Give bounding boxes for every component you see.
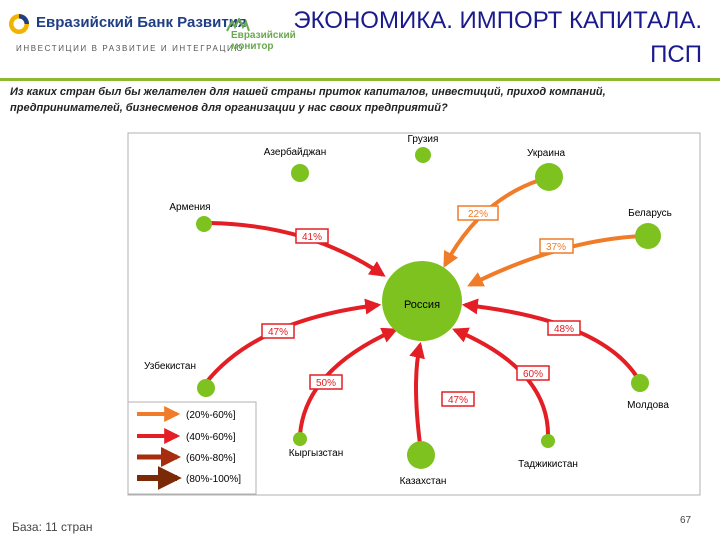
page-number: 67 (680, 515, 692, 526)
country-node-ukraine (535, 163, 563, 191)
country-label-kyrgyzstan: Кыргызстан (289, 448, 343, 459)
title-line2: ПСП (650, 41, 702, 68)
title-line1: ЭКОНОМИКА. ИМПОРТ КАПИТАЛА. (293, 7, 702, 34)
bank-logo-icon (9, 14, 29, 34)
value-box-tajikistan (516, 365, 550, 381)
value-box-uzbekistan (261, 323, 295, 339)
flow-arrow-tajikistan (452, 327, 551, 439)
bank-name: Евразийский Банк Развития (36, 14, 247, 31)
legend-label-4: (80%-100%] (186, 474, 241, 485)
monitor-line2: монитор (231, 41, 274, 52)
value-box-ukraine (457, 205, 499, 221)
bank-tagline: ИНВЕСТИЦИИ В РАЗВИТИЕ И ИНТЕГРАЦИЮ (16, 44, 245, 53)
monitor-line1: Евразийский (231, 30, 296, 41)
country-node-belarus (635, 223, 661, 249)
value-box-moldova (547, 320, 581, 336)
country-node-tajikistan (541, 434, 555, 448)
legend-label-3: (60%-80%] (186, 453, 236, 464)
monitor-logo-icon (226, 18, 250, 32)
country-node-georgia (415, 147, 431, 163)
flow-arrow-ukraine (443, 178, 541, 268)
survey-question: Из каких стран был бы желателен для наше… (10, 86, 606, 114)
legend-label-1: (20%-60%] (186, 410, 236, 421)
country-node-armenia (196, 216, 212, 232)
country-label-tajikistan: Таджикистан (518, 459, 578, 470)
value-label-kazakhstan: 47% (448, 395, 468, 406)
flow-arrow-kazakhstan (409, 341, 425, 445)
page-title: ЭКОНОМИКА. ИМПОРТ КАПИТАЛА. ПСП (293, 4, 702, 72)
center-node-label: Россия (404, 299, 440, 311)
value-box-kyrgyzstan (309, 374, 343, 390)
value-label-moldova: 48% (554, 324, 574, 335)
country-label-belarus: Беларусь (628, 208, 672, 219)
header-divider (0, 78, 720, 81)
value-box-belarus (539, 238, 574, 254)
value-label-tajikistan: 60% (523, 369, 543, 380)
legend-label-2: (40%-60%] (186, 432, 236, 443)
value-label-ukraine: 22% (468, 209, 488, 220)
header: Евразийский Банк Развития ИНВЕСТИЦИИ В Р… (0, 0, 720, 78)
country-label-georgia: Грузия (408, 134, 439, 145)
country-label-kazakhstan: Казахстан (400, 476, 447, 487)
value-box-kazakhstan (441, 391, 475, 407)
value-label-kyrgyzstan: 50% (316, 378, 336, 389)
flow-arrow-uzbekistan (203, 298, 382, 386)
country-node-moldova (631, 374, 649, 392)
country-node-azerbaijan (291, 164, 309, 182)
footer-base-note: База: 11 стран (12, 520, 93, 534)
monitor-logo-text: Евразийский монитор (231, 30, 311, 52)
center-node-russia (382, 261, 462, 341)
country-label-moldova: Молдова (627, 400, 669, 411)
flow-arrow-moldova (461, 298, 639, 379)
value-label-uzbekistan: 47% (268, 327, 288, 338)
country-label-azerbaijan: Азербайджан (264, 146, 327, 158)
country-label-ukraine: Украина (527, 148, 566, 159)
value-label-belarus: 37% (546, 242, 566, 253)
value-label-armenia: 41% (302, 232, 322, 243)
country-label-uzbekistan: Узбекистан (144, 360, 196, 372)
country-node-uzbekistan (197, 379, 215, 397)
country-node-kyrgyzstan (293, 432, 307, 446)
country-label-armenia: Армения (169, 202, 210, 213)
country-node-kazakhstan (407, 441, 435, 469)
value-box-armenia (295, 228, 329, 244)
diagram-frame (127, 132, 701, 496)
